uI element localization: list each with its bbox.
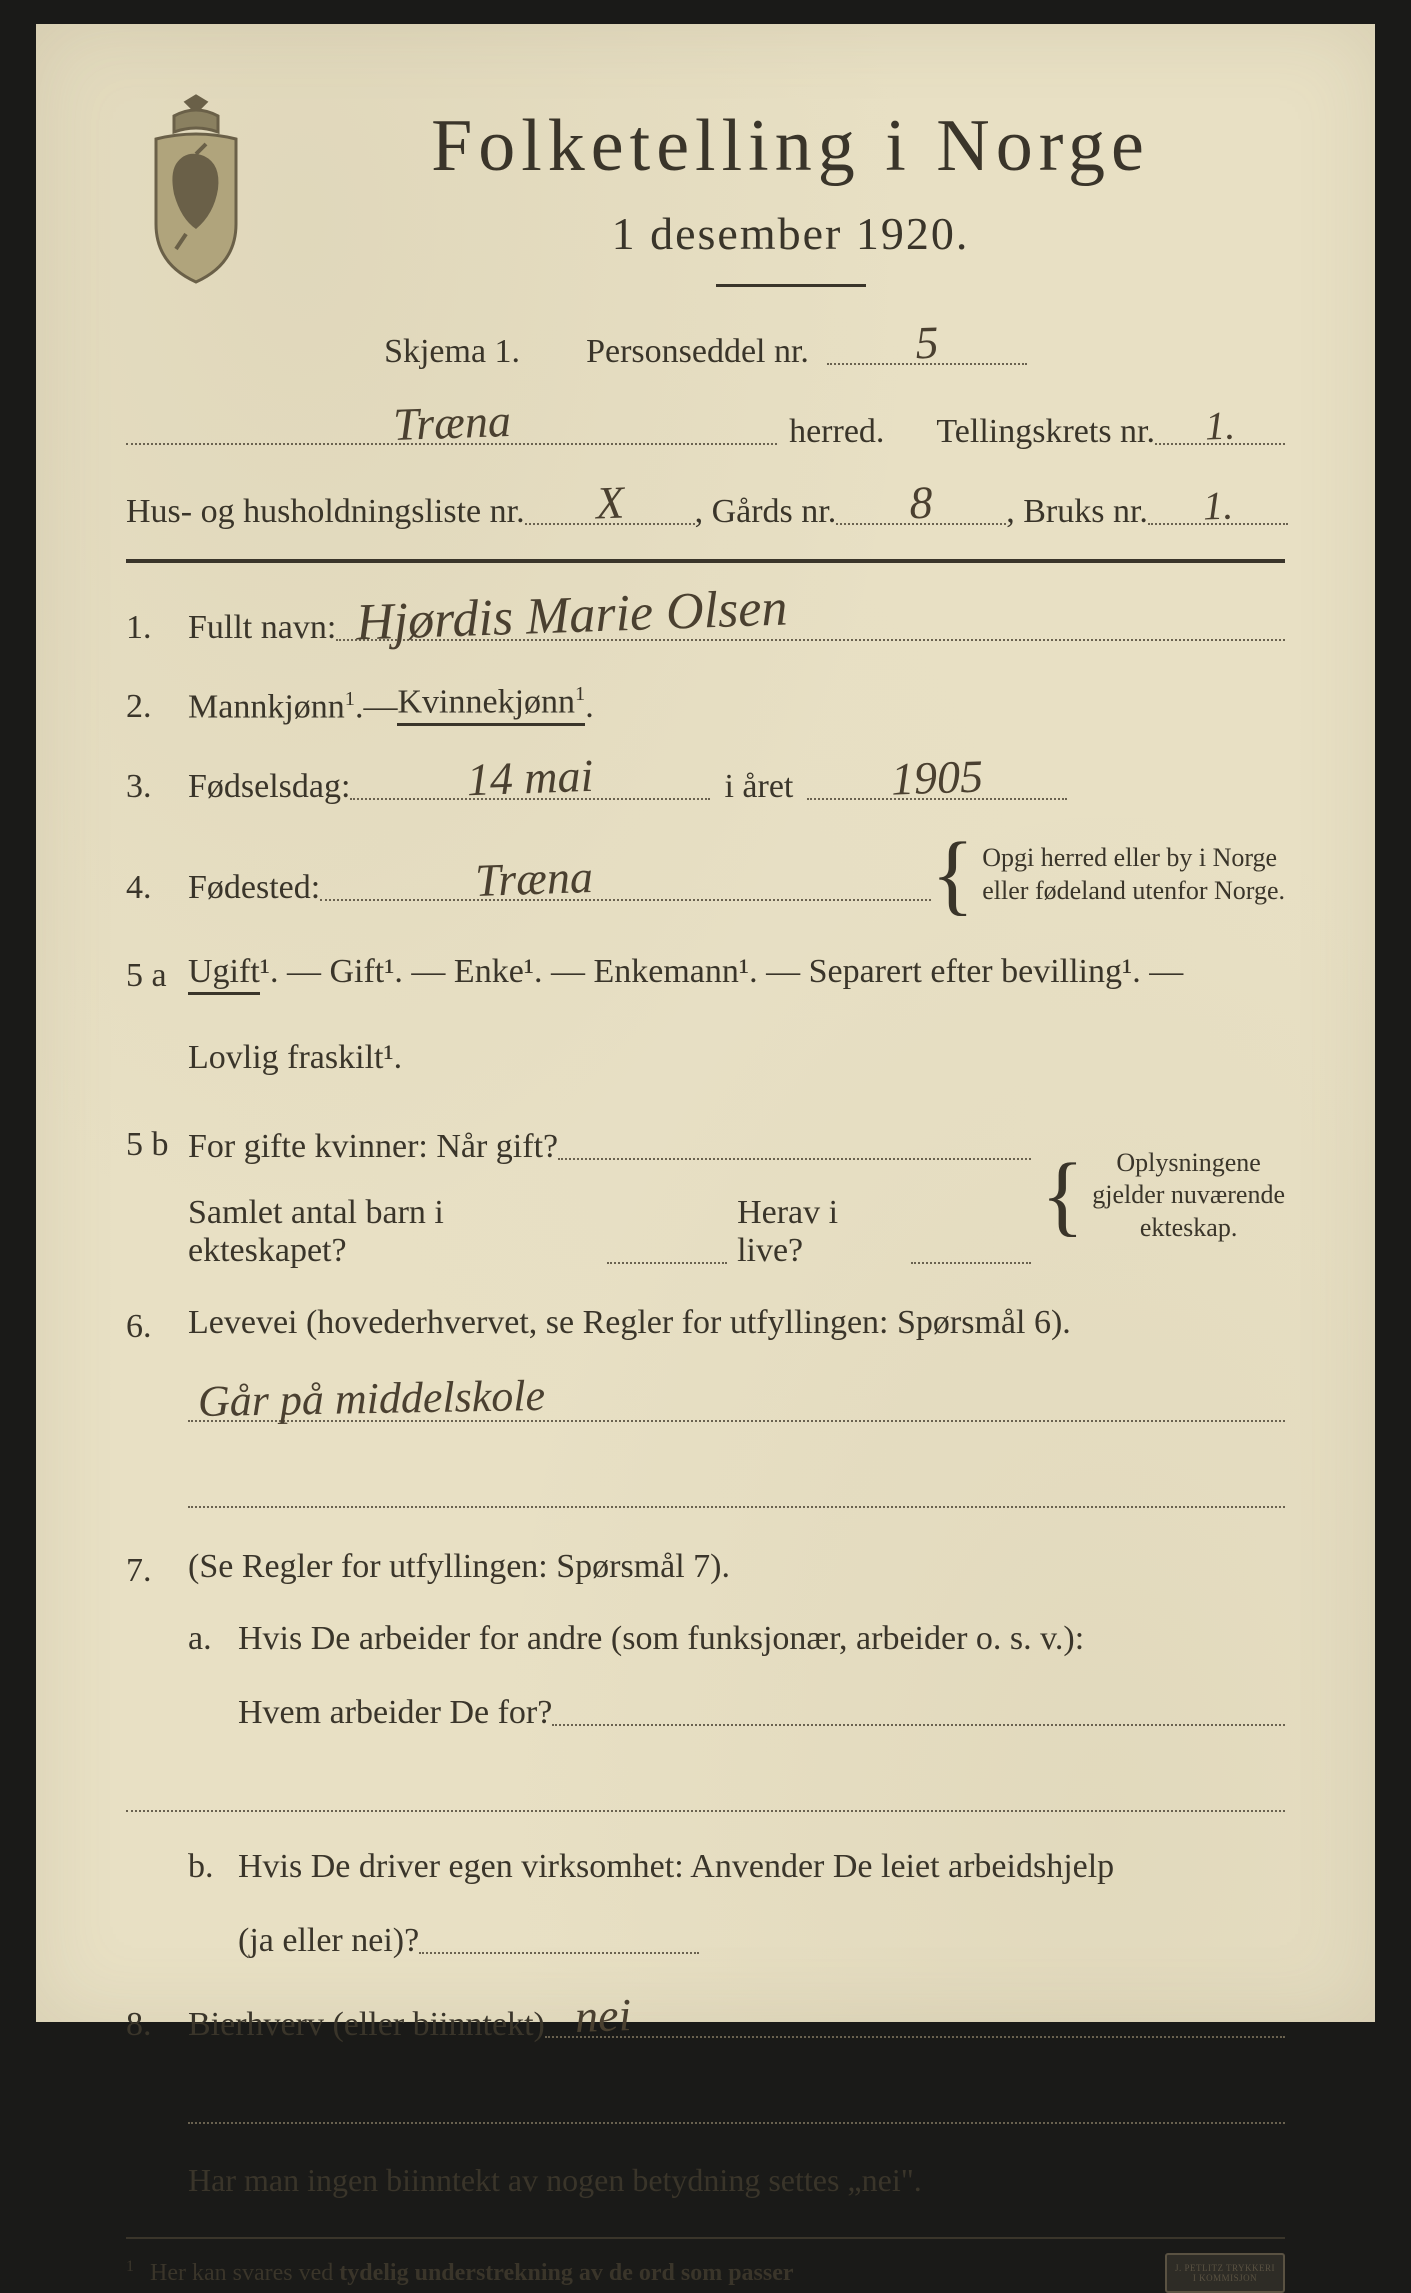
q4-note: { Opgi herred eller by i Norge eller fød… xyxy=(931,842,1285,907)
section-divider xyxy=(126,559,1285,563)
q7a-text: Hvis De arbeider for andre (som funksjon… xyxy=(238,1620,1285,1658)
q5b-note: { Oplysningene gjelder nuværende ekteska… xyxy=(1041,1147,1285,1245)
q5b-note-1: Oplysningene xyxy=(1116,1148,1260,1177)
q5a-options: Ugift¹. — Gift¹. — Enke¹. — Enkemann¹. —… xyxy=(188,941,1285,1002)
q4-value: Træna xyxy=(474,850,593,907)
herred-value: Træna xyxy=(392,394,511,451)
footnote-divider xyxy=(126,2237,1285,2239)
personseddel-label: Personseddel nr. xyxy=(586,333,809,371)
footnote-marker: 1 xyxy=(126,2258,134,2275)
q5b-label3: Herav i live? xyxy=(727,1194,911,1270)
q2: 2. Mannkjønn1. — Kvinnekjønn1. xyxy=(126,683,1285,726)
gards-label: , Gårds nr. xyxy=(695,493,837,531)
husliste-value: X xyxy=(595,476,625,530)
q5b-num: 5 b xyxy=(126,1122,188,1164)
q2-female-selected: Kvinnekjønn1 xyxy=(397,683,585,726)
printer-stamp: J. PETLITZ TRYKKERI I KOMMISJON xyxy=(1165,2253,1285,2293)
q3-num: 3. xyxy=(126,768,188,806)
q4: 4. Fødested: Træna { Opgi herred eller b… xyxy=(126,842,1285,907)
page-title: Folketelling i Norge xyxy=(296,104,1285,189)
q4-label: Fødested: xyxy=(188,869,320,907)
q6-label: Levevei (hovederhvervet, se Regler for u… xyxy=(188,1304,1285,1342)
q1-value: Hjørdis Marie Olsen xyxy=(355,578,788,652)
q2-dash: — xyxy=(363,688,397,726)
q3-year-value: 1905 xyxy=(890,750,984,806)
q7-num: 7. xyxy=(126,1548,188,1590)
q7b-num: b. xyxy=(188,1848,238,1960)
q2-male: Mannkjønn1. xyxy=(188,688,363,726)
tellingskrets-label: Tellingskrets nr. xyxy=(936,413,1155,451)
q7: 7. (Se Regler for utfyllingen: Spørsmål … xyxy=(126,1548,1285,1960)
q7b-text: Hvis De driver egen virksomhet: Anvender… xyxy=(238,1848,1285,1886)
q7a-num: a. xyxy=(188,1620,238,1732)
q5a: 5 a Ugift¹. — Gift¹. — Enke¹. — Enkemann… xyxy=(126,941,1285,1087)
q3-day-value: 14 mai xyxy=(466,749,594,806)
q2-num: 2. xyxy=(126,688,188,726)
q8-hint: Har man ingen biinntekt av nogen betydni… xyxy=(188,2162,1285,2199)
q3: 3. Fødselsdag: 14 mai i året 1905 xyxy=(126,762,1285,806)
q8-label: Bierhverv (eller biinntekt) xyxy=(188,2006,545,2044)
q7a-blank-line xyxy=(126,1772,1285,1812)
q8-blank-line xyxy=(188,2084,1285,2124)
q8-value: nei xyxy=(574,1988,632,2043)
meta-line-3: Hus- og husholdningsliste nr. X , Gårds … xyxy=(126,487,1285,531)
skjema-label: Skjema 1. xyxy=(384,333,520,371)
q6: 6. Levevei (hovederhvervet, se Regler fo… xyxy=(126,1304,1285,1508)
q5b-label1: For gifte kvinner: Når gift? xyxy=(188,1128,558,1166)
q2-female-text: Kvinnekjønn xyxy=(397,683,575,720)
q3-label: Fødselsdag: xyxy=(188,768,350,806)
q4-note-1: Opgi herred eller by i Norge xyxy=(982,843,1277,872)
q5b-label2: Samlet antal barn i ekteskapet? xyxy=(188,1194,607,1270)
herred-label: herred. xyxy=(777,413,896,451)
q5b-note-3: ekteskap. xyxy=(1140,1213,1237,1242)
tellingskrets-value: 1. xyxy=(1204,401,1236,449)
q5b: 5 b For gifte kvinner: Når gift? Samlet … xyxy=(126,1122,1285,1270)
personseddel-value: 5 xyxy=(915,316,940,370)
q5a-num: 5 a xyxy=(126,941,188,1006)
census-form-page: Folketelling i Norge 1 desember 1920. Sk… xyxy=(36,24,1375,2022)
gards-value: 8 xyxy=(909,476,934,530)
q5a-line2: Lovlig fraskilt¹. xyxy=(188,1027,1285,1088)
q7b-q: (ja eller nei)? xyxy=(238,1922,419,1960)
q6-value: Går på middelskole xyxy=(198,1370,546,1427)
q4-note-2: eller fødeland utenfor Norge. xyxy=(982,876,1285,905)
q6-blank-line xyxy=(188,1468,1285,1508)
q4-num: 4. xyxy=(126,869,188,907)
q8-num: 8. xyxy=(126,2006,188,2044)
bruks-value: 1. xyxy=(1202,481,1234,529)
q2-male-text: Mannkjønn xyxy=(188,688,345,725)
coat-of-arms-icon xyxy=(126,94,266,284)
q1-num: 1. xyxy=(126,609,188,647)
q2-sup2: 1 xyxy=(575,683,585,705)
q5b-note-2: gjelder nuværende xyxy=(1092,1180,1285,1209)
q7a-q: Hvem arbeider De for? xyxy=(238,1694,552,1732)
q6-num: 6. xyxy=(126,1304,188,1346)
q8: 8. Bierhverv (eller biinntekt) nei xyxy=(126,2000,1285,2044)
stamp-line-1: J. PETLITZ TRYKKERI xyxy=(1175,2263,1275,2273)
q7-label: (Se Regler for utfyllingen: Spørsmål 7). xyxy=(188,1548,1285,1586)
q3-year-label: i året xyxy=(710,768,807,806)
q5a-selected: Ugift xyxy=(188,953,260,995)
q1: 1. Fullt navn: Hjørdis Marie Olsen xyxy=(126,603,1285,647)
husliste-label: Hus- og husholdningsliste nr. xyxy=(126,493,525,531)
page-subtitle: 1 desember 1920. xyxy=(296,207,1285,260)
q2-p2: . xyxy=(585,688,594,726)
title-block: Folketelling i Norge 1 desember 1920. xyxy=(296,84,1285,287)
footnote-text: 1 Her kan svares ved tydelig understrekn… xyxy=(126,2258,794,2287)
q7a: a. Hvis De arbeider for andre (som funks… xyxy=(188,1620,1285,1732)
stamp-line-2: I KOMMISJON xyxy=(1193,2273,1257,2283)
footnote: 1 Her kan svares ved tydelig understrekn… xyxy=(126,2253,1285,2293)
q7b: b. Hvis De driver egen virksomhet: Anven… xyxy=(188,1848,1285,1960)
meta-line-2: Træna herred. Tellingskrets nr. 1. xyxy=(126,407,1285,451)
q1-label: Fullt navn: xyxy=(188,609,336,647)
q2-sup1: 1 xyxy=(345,688,355,710)
meta-line-1: Skjema 1. Personseddel nr. 5 xyxy=(126,327,1285,371)
bruks-label: , Bruks nr. xyxy=(1006,493,1148,531)
title-divider xyxy=(716,284,866,287)
header: Folketelling i Norge 1 desember 1920. xyxy=(126,84,1285,287)
